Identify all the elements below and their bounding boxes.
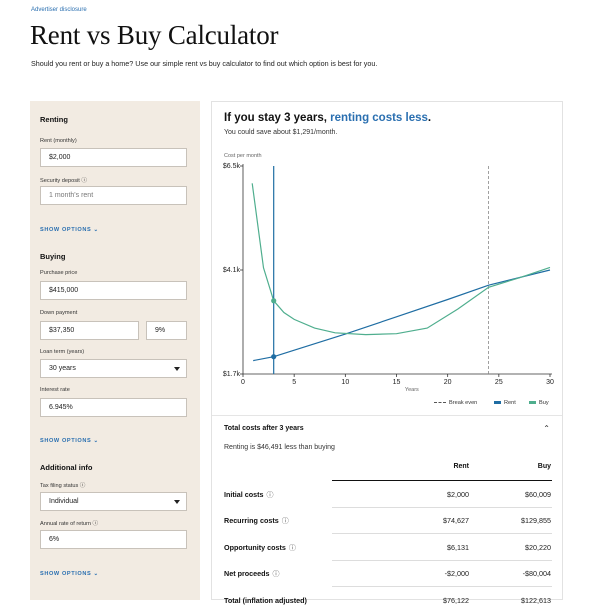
row-label: Recurring costs ⓘ [224, 516, 289, 526]
row-buy-value: $60,009 [525, 490, 551, 499]
result-subhead: You could save about $1,291/month. [224, 129, 338, 136]
rent-swatch [494, 401, 501, 405]
x-tick-label: 5 [292, 379, 296, 386]
intro-text: Should you rent or buy a home? Use our s… [31, 59, 378, 68]
break-even-swatch [434, 402, 446, 404]
input-panel: Renting Rent (monthly) $2,000 Security d… [30, 101, 200, 600]
row-label-text: Total (inflation adjusted) [224, 596, 307, 605]
x-tick-label: 15 [393, 379, 401, 386]
loan-term-label: Loan term (years) [40, 349, 85, 355]
down-payment-input[interactable]: $37,350 [40, 321, 139, 340]
legend-buy-label: Buy [539, 400, 549, 406]
annual-return-label: Annual rate of return ⓘ [40, 521, 99, 527]
table-header-rule [332, 480, 552, 481]
legend-buy: Buy [529, 400, 549, 406]
y-tick-label: $1.7k [223, 371, 241, 378]
row-label: Opportunity costs ⓘ [224, 543, 296, 553]
row-buy-value: -$80,004 [522, 569, 551, 578]
row-label: Initial costs ⓘ [224, 490, 274, 500]
cost-per-month-chart[interactable]: Cost per month $6.5k $4.1k $1.7k0 5 10 15 20 25 3… [212, 102, 562, 402]
loan-term-value: 30 years [49, 365, 76, 372]
renting-section-title: Renting [40, 115, 68, 124]
row-rent-value: $2,000 [447, 490, 469, 499]
tax-filing-status-select[interactable]: Individual [40, 492, 187, 511]
y-tick-label: $6.5k [223, 163, 241, 170]
buy-selected-point [271, 298, 277, 304]
page-title: Rent vs Buy Calculator [30, 20, 279, 50]
legend-rent: Rent [494, 400, 516, 406]
additional-info-section-title: Additional info [40, 463, 93, 472]
down-payment-label: Down payment [40, 310, 78, 316]
column-header-rent: Rent [453, 463, 469, 470]
row-buy-value: $20,220 [525, 543, 551, 552]
rent-label: Rent (monthly) [40, 138, 77, 144]
headline-highlight: renting costs less [330, 112, 428, 124]
row-divider [332, 507, 552, 508]
buying-section-title: Buying [40, 252, 66, 261]
row-buy-value: $122,613 [521, 596, 551, 605]
row-divider [332, 533, 552, 534]
buying-show-options-link[interactable]: SHOW OPTIONS ⌄ [40, 438, 99, 444]
headline-prefix: If you stay 3 years, [224, 112, 331, 124]
info-icon[interactable]: ⓘ [281, 518, 289, 525]
rent-series-line [253, 269, 551, 362]
y-axis-label: Cost per month [224, 153, 262, 159]
column-header-buy: Buy [537, 463, 551, 470]
row-buy-value: $129,855 [521, 516, 551, 525]
info-icon[interactable]: ⓘ [272, 571, 280, 578]
tax-filing-status-label: Tax filing status ⓘ [40, 483, 86, 489]
x-tick-label: 20 [444, 379, 452, 386]
buy-swatch [529, 401, 536, 405]
section-divider [212, 415, 562, 416]
info-icon[interactable]: ⓘ [266, 492, 274, 499]
annual-return-input[interactable]: 6% [40, 530, 187, 549]
purchase-price-input[interactable]: $415,000 [40, 281, 187, 300]
x-tick-label: 30 [546, 379, 554, 386]
headline-suffix: . [427, 112, 432, 124]
buy-series-line [251, 183, 551, 336]
x-tick-label: 25 [495, 379, 503, 386]
interest-rate-label: Interest rate [40, 387, 70, 393]
advertiser-disclosure-link[interactable]: Advertiser disclosure [31, 7, 87, 13]
x-tick-label: 0 [241, 379, 245, 386]
legend-break-even-label: Break even [449, 400, 478, 406]
loan-term-select[interactable]: 30 years [40, 359, 187, 378]
chevron-down-icon [174, 367, 180, 371]
results-card: If you stay 3 years, renting costs less.… [211, 101, 563, 605]
down-payment-percent-input[interactable]: 9% [146, 321, 187, 340]
chevron-down-icon [174, 500, 180, 504]
row-label: Total (inflation adjusted) [224, 596, 307, 605]
security-deposit-input[interactable]: 1 month's rent [40, 186, 187, 205]
x-tick-label: 10 [341, 379, 349, 386]
row-rent-value: $76,122 [443, 596, 469, 605]
row-rent-value: $74,627 [443, 516, 469, 525]
purchase-price-label: Purchase price [40, 270, 78, 276]
row-label-text: Net proceeds [224, 569, 270, 578]
additional-show-options-link[interactable]: SHOW OPTIONS ⌄ [40, 571, 99, 577]
security-deposit-label: Security deposit ⓘ [40, 178, 87, 184]
interest-rate-input[interactable]: 6.945% [40, 398, 187, 417]
renting-show-options-link[interactable]: SHOW OPTIONS ⌄ [40, 227, 99, 233]
result-headline: If you stay 3 years, renting costs less. [224, 112, 431, 124]
chevron-up-icon[interactable]: ⌃ [543, 424, 550, 433]
row-rent-value: $6,131 [447, 543, 469, 552]
row-label-text: Recurring costs [224, 516, 279, 525]
y-tick-label: $4.1k [223, 267, 241, 274]
row-label-text: Opportunity costs [224, 543, 286, 552]
row-divider [332, 586, 552, 587]
legend-break-even: Break even [434, 400, 477, 406]
rent-selected-point [271, 354, 277, 360]
rent-input[interactable]: $2,000 [40, 148, 187, 167]
row-divider [332, 560, 552, 561]
row-rent-value: -$2,000 [444, 569, 469, 578]
row-label: Net proceeds ⓘ [224, 569, 280, 579]
info-icon[interactable]: ⓘ [288, 545, 296, 552]
total-costs-title: Total costs after 3 years [224, 425, 304, 432]
total-costs-subtitle: Renting is $46,491 less than buying [224, 444, 335, 451]
legend-rent-label: Rent [504, 400, 516, 406]
row-label-text: Initial costs [224, 490, 264, 499]
tax-filing-status-value: Individual [49, 498, 79, 505]
x-axis-label: Years [405, 387, 419, 393]
